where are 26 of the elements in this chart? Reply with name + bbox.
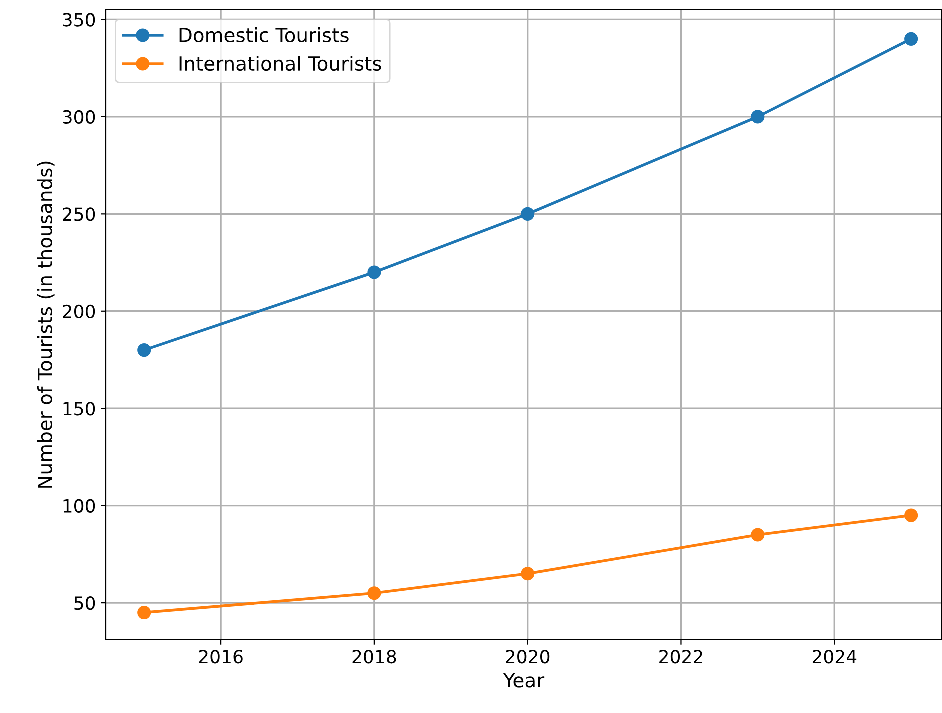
point [138, 344, 152, 358]
point [521, 207, 535, 221]
point [904, 32, 918, 46]
point [138, 606, 152, 620]
y-tick-label: 250 [63, 208, 96, 222]
x-tick-label: 2020 [506, 650, 550, 664]
x-axis-title: Year [503, 673, 545, 688]
y-tick-label: 100 [64, 499, 96, 513]
y-tick-label: 350 [63, 13, 96, 27]
y-tick-label: 200 [63, 304, 96, 319]
point [751, 110, 765, 124]
y-tick-label: 300 [63, 110, 96, 124]
point [904, 508, 918, 522]
x-tick-label: 2018 [352, 650, 396, 664]
point [368, 586, 382, 600]
y-tick-label: 150 [64, 402, 96, 416]
y-tick-label: 50 [74, 596, 96, 610]
point [368, 266, 382, 280]
legend-label: Domestic Tourists [180, 28, 349, 43]
legend-label: International Tourists [180, 56, 382, 72]
x-tick-label: 2024 [812, 650, 857, 664]
x-tick-label: 2022 [660, 650, 702, 664]
point [521, 567, 535, 581]
x-tick-label: 2016 [199, 650, 243, 664]
y-axis-title: Number of Tourists (in thousands) [37, 162, 55, 488]
point [751, 528, 765, 542]
